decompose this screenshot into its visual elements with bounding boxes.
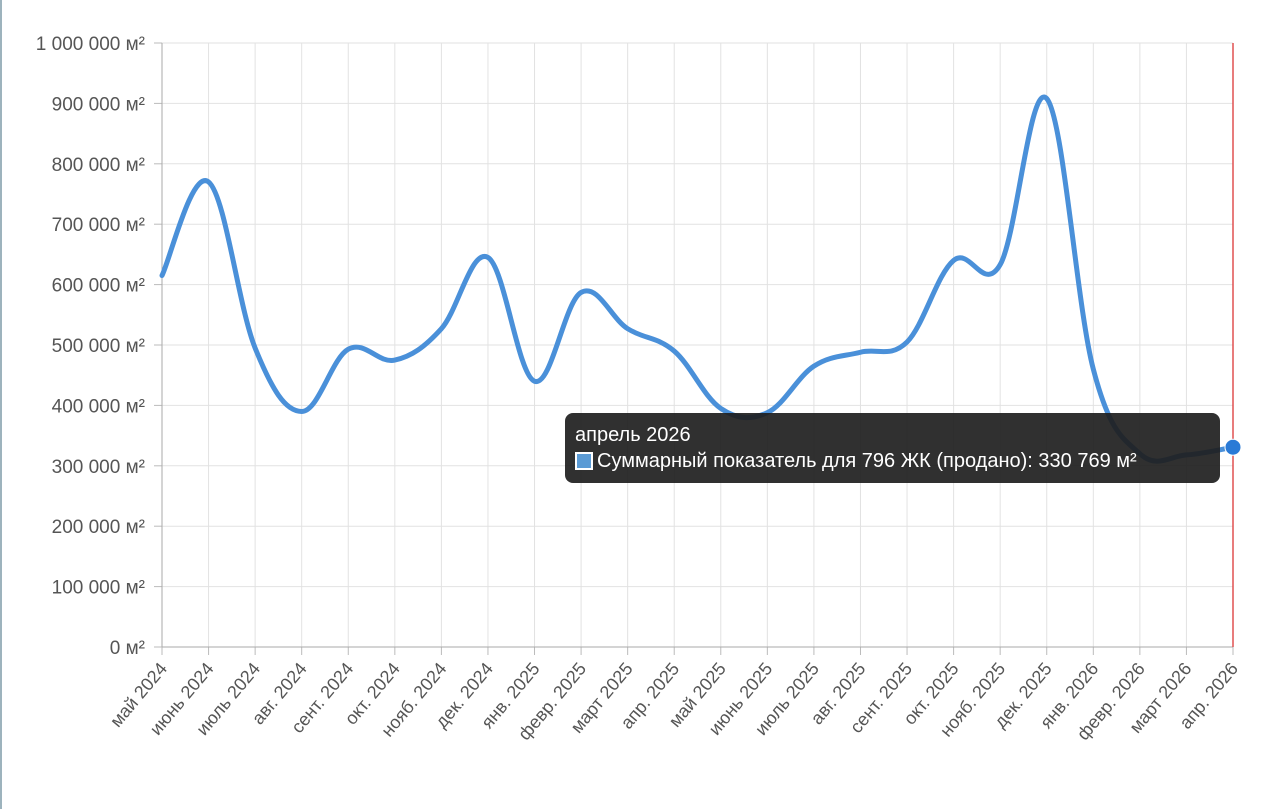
y-tick-label: 0 м² bbox=[110, 638, 145, 659]
y-tick-label: 400 000 м² bbox=[52, 396, 145, 417]
y-tick-label: 1 000 000 м² bbox=[36, 34, 145, 55]
tooltip-title: апрель 2026 bbox=[575, 424, 691, 446]
y-tick-label: 200 000 м² bbox=[52, 517, 145, 538]
y-tick-label: 100 000 м² bbox=[52, 578, 145, 599]
chart-tooltip: апрель 2026 Суммарный показатель для 796… bbox=[565, 413, 1220, 483]
active-data-point bbox=[1224, 438, 1242, 456]
y-tick-label: 700 000 м² bbox=[52, 215, 145, 236]
y-tick-label: 500 000 м² bbox=[52, 336, 145, 357]
tooltip-label: Суммарный показатель для 796 ЖК (продано… bbox=[597, 450, 1137, 472]
y-tick-label: 900 000 м² bbox=[52, 94, 145, 115]
tooltip-series-swatch bbox=[575, 452, 593, 470]
y-tick-label: 300 000 м² bbox=[52, 457, 145, 478]
y-tick-label: 600 000 м² bbox=[52, 276, 145, 297]
series-line bbox=[159, 94, 1236, 464]
tooltip-row: Суммарный показатель для 796 ЖК (продано… bbox=[575, 448, 1210, 474]
y-tick-label: 800 000 м² bbox=[52, 155, 145, 176]
